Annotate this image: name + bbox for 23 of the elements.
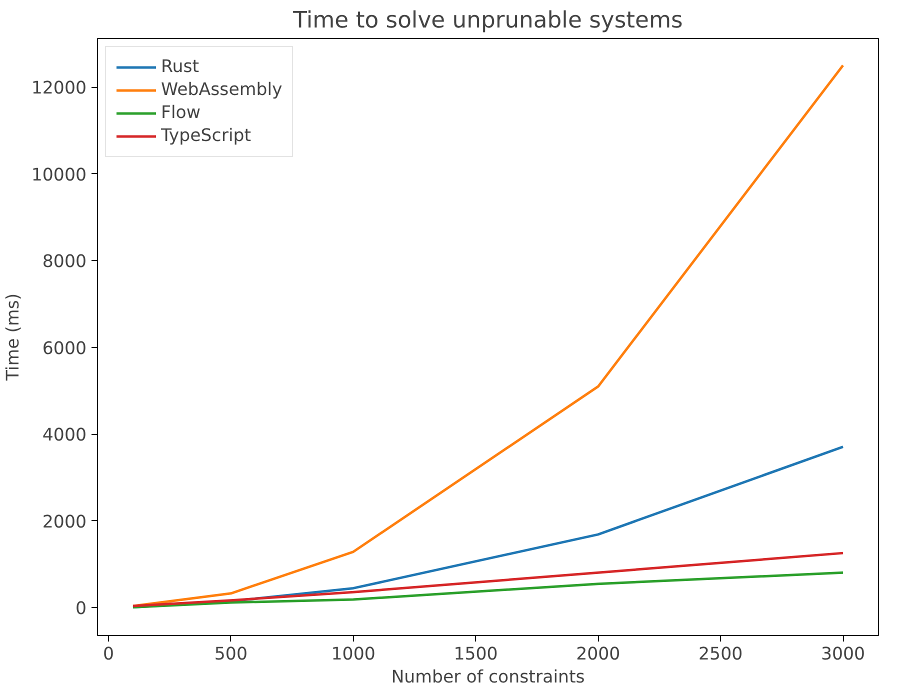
y-tick-label: 6000 <box>42 338 87 359</box>
x-tick-label: 2500 <box>698 644 743 664</box>
y-tick-label: 4000 <box>42 426 87 446</box>
chart-title: Time to solve unprunable systems <box>292 8 683 34</box>
x-tick-label: 3000 <box>820 644 866 664</box>
x-tick-label: 0 <box>103 644 114 664</box>
y-tick-label: 0 <box>75 599 87 620</box>
line-series <box>132 552 844 608</box>
line-series <box>132 571 844 609</box>
y-tick-label: 12000 <box>31 78 86 99</box>
legend-label: TypeScript <box>161 126 252 146</box>
x-tick-label: 1000 <box>331 644 376 664</box>
legend-label: Rust <box>161 57 200 77</box>
y-axis-title: Time (ms) <box>3 293 24 382</box>
x-tick-label: 2000 <box>576 644 620 664</box>
y-tick-label: 2000 <box>42 512 87 532</box>
y-tick-label: 10000 <box>31 165 86 186</box>
x-tick-label: 1500 <box>454 644 498 664</box>
x-tick-label: 500 <box>214 644 248 664</box>
legend-label: Flow <box>161 103 201 123</box>
legend-label: WebAssembly <box>161 80 282 100</box>
y-tick-label: 8000 <box>42 252 87 272</box>
x-axis-title: Number of constraints <box>391 668 585 688</box>
